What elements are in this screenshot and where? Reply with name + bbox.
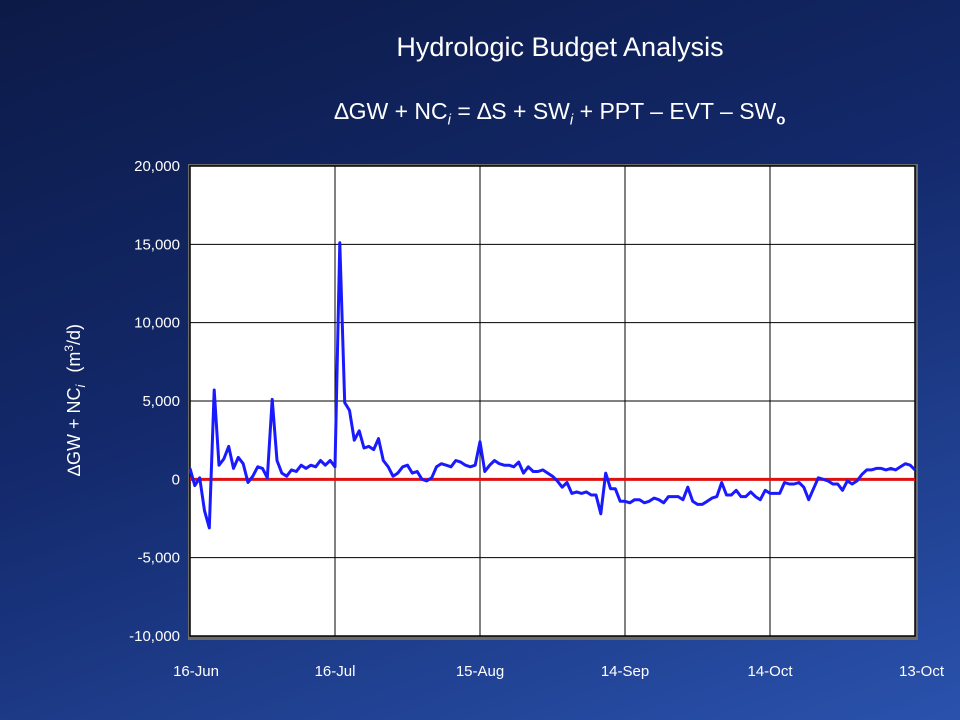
svg-text:∆GW + NCi(m3/d): ∆GW + NCi (m3/d) (62, 324, 88, 476)
budget-equation: ∆GW + NCi = ∆S + SWi + PPT – EVT – SWo (230, 98, 890, 129)
equation-sub-2: i (569, 111, 574, 129)
y-tick-label: 10,000 (134, 315, 180, 332)
y-tick-label: 5,000 (142, 393, 180, 410)
equation-part-3: + PPT – EVT – SW (573, 98, 777, 124)
y-axis-label-main: ∆GW + NC (64, 388, 84, 477)
page-title-text: Hydrologic Budget Analysis (396, 32, 724, 62)
equation-sub-3: o (776, 111, 786, 129)
y-axis-label-unit-close: /d) (64, 324, 84, 345)
x-tick-label: 13-Oct (899, 663, 945, 680)
y-tick-label: -5,000 (137, 550, 180, 567)
x-tick-label: 14-Oct (747, 663, 793, 680)
y-tick-label: 15,000 (134, 236, 180, 253)
y-tick-label: -10,000 (129, 628, 180, 645)
x-tick-label: 16-Jun (173, 663, 219, 680)
page-title: Hydrologic Budget Analysis (290, 32, 830, 63)
equation-sub-1: i (447, 111, 451, 129)
equation-part-1: ∆GW + NC (334, 98, 448, 124)
x-tick-label: 16-Jul (315, 663, 356, 680)
x-axis-ticks: 16-Jun 16-Jul 15-Aug 14-Sep 14-Oct 13-Oct (173, 663, 945, 680)
y-axis-label: ∆GW + NCi (m3/d) (62, 324, 88, 476)
y-axis-label-sub: i (73, 384, 88, 388)
y-axis-label-unit-open: (m (64, 352, 84, 373)
series-line (188, 241, 917, 530)
y-tick-label: 0 (172, 471, 180, 488)
x-tick-label: 14-Sep (601, 663, 649, 680)
equation-part-2: = ∆S + SW (451, 98, 570, 124)
y-tick-label: 20,000 (134, 158, 180, 175)
x-tick-label: 15-Aug (456, 663, 504, 680)
y-axis-ticks: 20,000 15,000 10,000 5,000 0 -5,000 -10,000 (129, 158, 180, 645)
y-axis-label-unit-sup: 3 (62, 345, 76, 352)
